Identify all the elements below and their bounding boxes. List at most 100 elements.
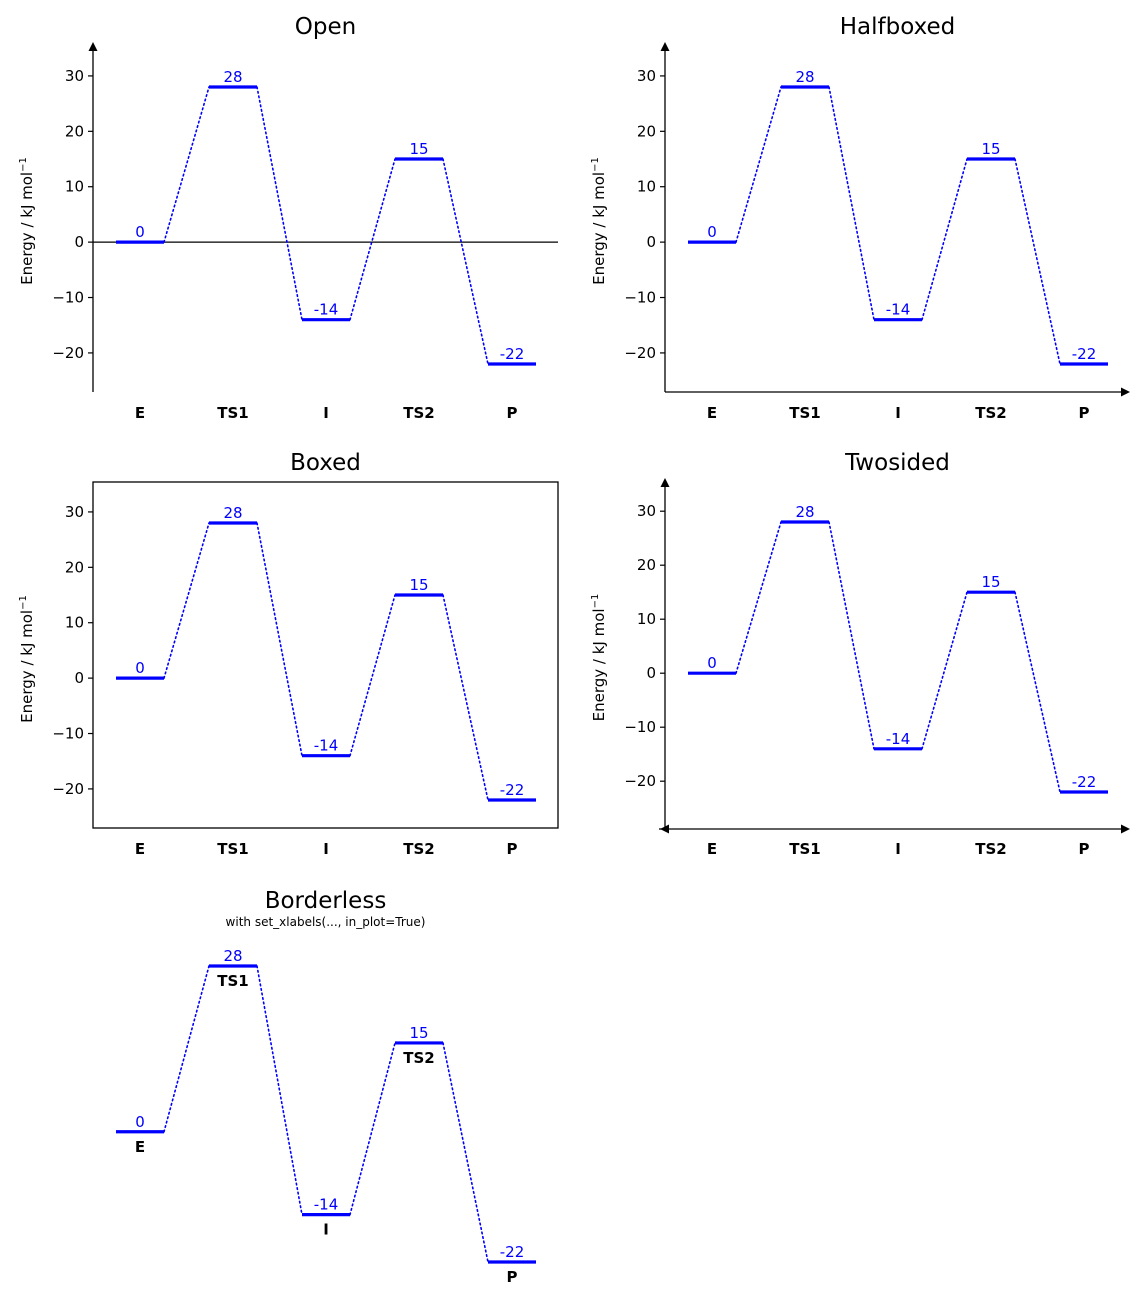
x-category-label: E xyxy=(707,840,717,858)
y-axis-label: Energy / kJ mol−1 xyxy=(590,157,608,285)
value-label: 15 xyxy=(409,140,428,158)
connector-line xyxy=(256,522,303,757)
x-axis-arrow xyxy=(1121,387,1130,397)
y-axis-label-main: Energy / kJ mol xyxy=(590,172,608,285)
value-label: 0 xyxy=(135,1113,145,1131)
connector-line xyxy=(349,1042,396,1216)
value-label: -14 xyxy=(886,301,911,319)
connector-line xyxy=(735,86,782,243)
panel-title: Borderless xyxy=(265,888,387,914)
connector-line xyxy=(735,521,782,675)
y-tick-label: 0 xyxy=(646,233,656,251)
value-label: -22 xyxy=(500,345,525,363)
value-label: -22 xyxy=(1072,773,1097,791)
y-axis-label: Energy / kJ mol−1 xyxy=(18,595,36,723)
y-axis-label-main: Energy / kJ mol xyxy=(590,608,608,721)
y-tick-label: 30 xyxy=(637,502,656,520)
connector-line xyxy=(921,591,968,750)
value-label: 28 xyxy=(795,68,814,86)
panel-subtitle: with set_xlabels(..., in_plot=True) xyxy=(226,915,426,929)
y-axis-label-exponent: −1 xyxy=(18,157,29,172)
axes-box xyxy=(92,481,559,829)
y-axis-label-main: Energy / kJ mol xyxy=(18,172,36,285)
y-tick-label: −10 xyxy=(624,289,656,307)
value-label: -14 xyxy=(314,737,339,755)
x-category-label: TS2 xyxy=(403,1049,434,1067)
value-label: 28 xyxy=(223,947,242,965)
x-category-label: TS1 xyxy=(217,404,248,422)
connector-line xyxy=(349,158,396,321)
value-label: 28 xyxy=(223,68,242,86)
connector-line xyxy=(828,86,875,321)
y-axis-arrow xyxy=(660,478,670,487)
connector-line xyxy=(921,158,968,321)
x-category-label: TS2 xyxy=(403,840,434,858)
panel-title: Boxed xyxy=(290,450,361,476)
panel-title: Twosided xyxy=(844,450,950,476)
y-tick-label: 0 xyxy=(646,664,656,682)
connector-line xyxy=(256,86,303,321)
x-category-label: I xyxy=(323,404,329,422)
x-category-label: I xyxy=(323,1221,329,1239)
y-tick-label: −10 xyxy=(52,725,84,743)
value-label: 0 xyxy=(707,223,717,241)
y-tick-label: −20 xyxy=(52,344,84,362)
y-tick-label: 20 xyxy=(637,556,656,574)
y-axis-label-exponent: −1 xyxy=(590,594,601,609)
value-label: -14 xyxy=(314,1196,339,1214)
y-tick-label: 30 xyxy=(65,67,84,85)
value-label: 28 xyxy=(223,504,242,522)
value-label: 15 xyxy=(981,140,1000,158)
y-axis-label-exponent: −1 xyxy=(590,157,601,172)
y-tick-label: 0 xyxy=(74,669,84,687)
value-label: 15 xyxy=(409,576,428,594)
x-category-label: TS1 xyxy=(217,972,248,990)
value-label: -22 xyxy=(1072,345,1097,363)
y-tick-label: 30 xyxy=(65,503,84,521)
value-label: 15 xyxy=(409,1024,428,1042)
x-category-label: P xyxy=(507,1268,518,1286)
y-tick-label: 20 xyxy=(65,122,84,140)
connector-line xyxy=(442,158,489,365)
y-axis-label: Energy / kJ mol−1 xyxy=(590,594,608,722)
x-category-label: TS1 xyxy=(789,840,820,858)
value-label: -22 xyxy=(500,781,525,799)
x-category-label: TS1 xyxy=(217,840,248,858)
value-label: 0 xyxy=(135,659,145,677)
y-axis-label-main: Energy / kJ mol xyxy=(18,610,36,723)
connector-line xyxy=(442,594,489,801)
connector-line xyxy=(256,965,303,1216)
y-axis-label-exponent: −1 xyxy=(18,595,29,610)
y-tick-label: 10 xyxy=(637,178,656,196)
connector-line xyxy=(163,86,210,243)
value-label: 15 xyxy=(981,573,1000,591)
connector-line xyxy=(349,594,396,757)
panel-title: Open xyxy=(295,14,356,40)
x-axis-arrow-left xyxy=(660,824,669,834)
x-category-label: I xyxy=(895,840,901,858)
x-category-label: TS1 xyxy=(789,404,820,422)
connector-line xyxy=(442,1042,489,1263)
y-tick-label: 10 xyxy=(65,614,84,632)
y-tick-label: 10 xyxy=(637,610,656,628)
connector-line xyxy=(163,965,210,1133)
x-category-label: P xyxy=(507,404,518,422)
y-tick-label: −10 xyxy=(624,718,656,736)
x-category-label: I xyxy=(323,840,329,858)
y-tick-label: −20 xyxy=(52,780,84,798)
x-category-label: TS2 xyxy=(403,404,434,422)
y-axis-arrow xyxy=(88,42,98,51)
x-category-label: TS2 xyxy=(975,404,1006,422)
x-category-label: P xyxy=(1079,840,1090,858)
y-axis-label: Energy / kJ mol−1 xyxy=(18,157,36,285)
x-category-label: TS2 xyxy=(975,840,1006,858)
value-label: -22 xyxy=(500,1243,525,1261)
y-tick-label: 0 xyxy=(74,233,84,251)
x-category-label: E xyxy=(135,404,145,422)
y-tick-label: 20 xyxy=(65,558,84,576)
connector-line xyxy=(828,521,875,750)
